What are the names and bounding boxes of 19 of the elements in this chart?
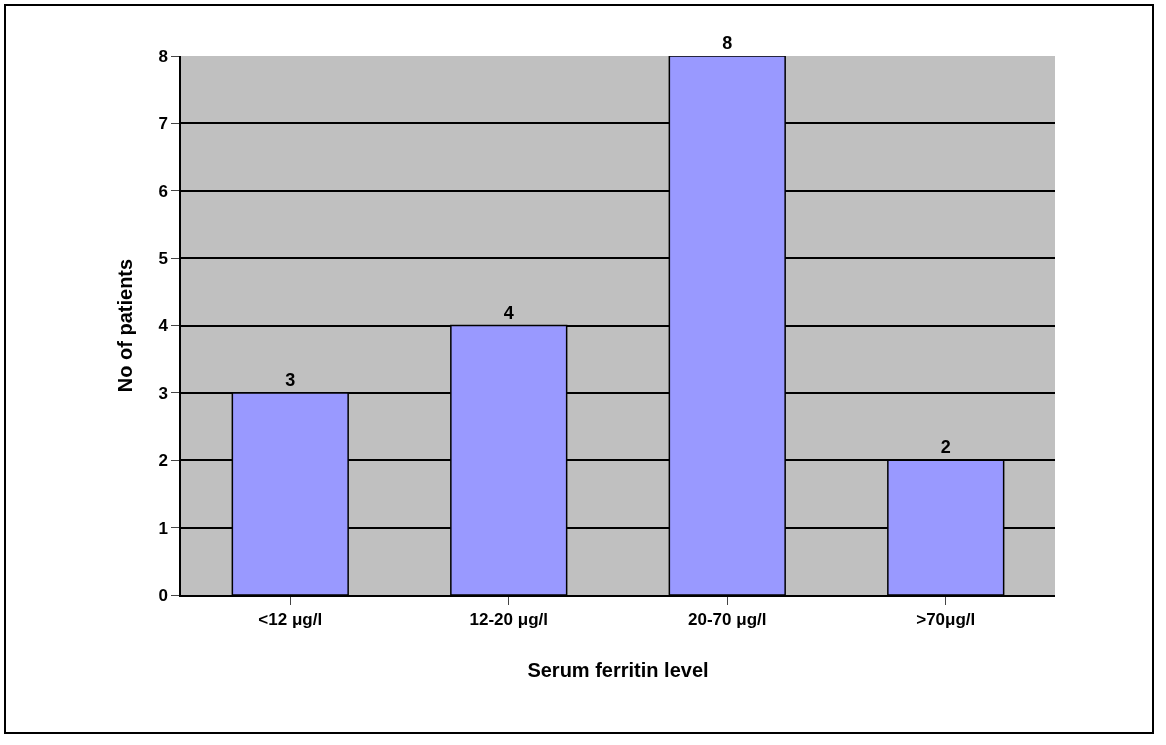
x-tick-label: 20-70 μg/l: [688, 610, 767, 630]
x-tick-label: >70μg/l: [916, 610, 976, 630]
data-label: 8: [722, 33, 733, 53]
y-tick-label: 7: [158, 114, 168, 134]
y-tick-label: 3: [158, 383, 168, 403]
data-label: 3: [285, 369, 296, 390]
y-tick-label: 8: [158, 46, 168, 66]
y-tick-label: 0: [158, 585, 168, 605]
y-tick-label: 2: [158, 451, 168, 471]
y-tick-label: 6: [158, 181, 168, 201]
y-axis-title: No of patients: [114, 258, 137, 393]
data-label: 4: [503, 302, 514, 323]
x-axis-title: Serum ferritin level: [527, 659, 709, 682]
y-tick-label: 4: [158, 316, 169, 336]
data-label: 2: [940, 437, 951, 458]
x-tick-label: 12-20 μg/l: [469, 610, 548, 630]
x-tick-label: <12 μg/l: [258, 610, 323, 630]
y-tick-label: 5: [158, 249, 168, 269]
y-tick-label: 1: [158, 518, 168, 538]
